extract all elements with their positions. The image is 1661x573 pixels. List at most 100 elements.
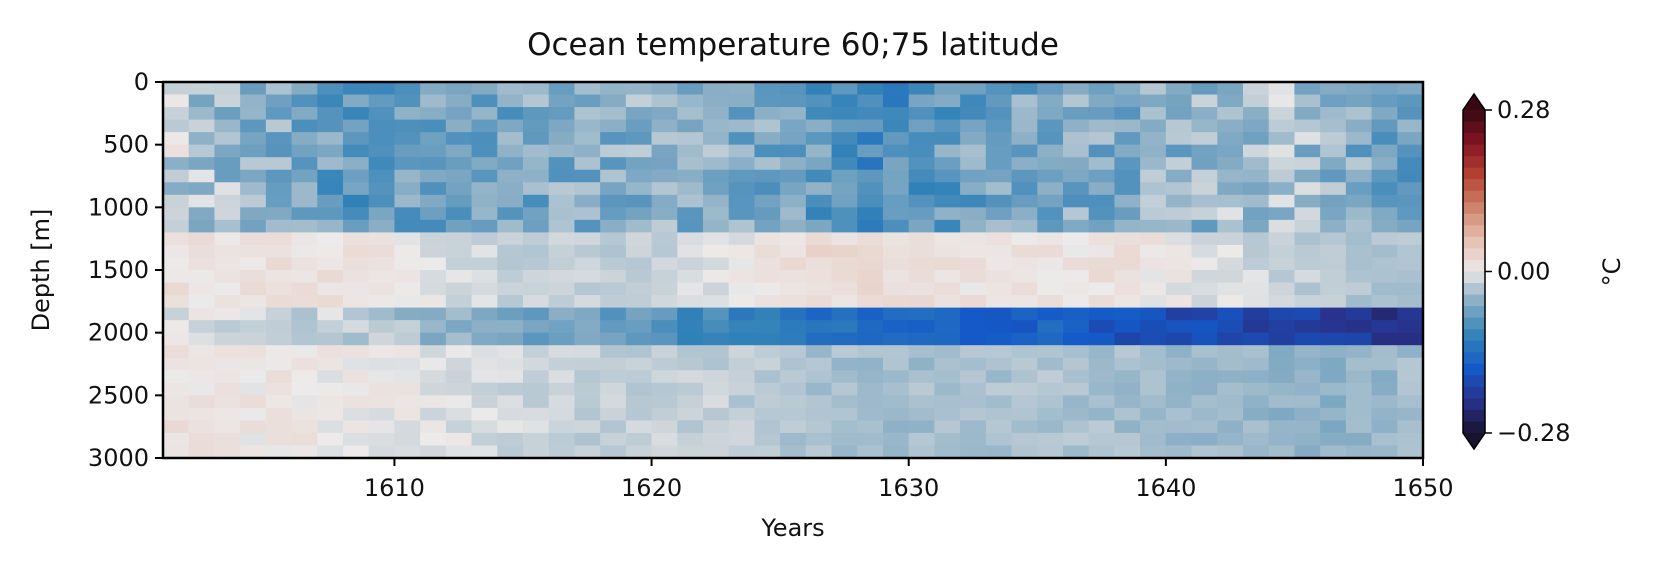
heat-cell [883, 157, 910, 171]
y-tick-label: 1000 [88, 193, 149, 221]
heat-cell [317, 119, 344, 133]
heat-cell [1191, 320, 1218, 334]
heat-cell [728, 357, 756, 371]
heat-cell [883, 132, 910, 146]
heat-cell [857, 345, 884, 359]
colorbar-segment [1463, 121, 1485, 134]
heat-cell [857, 244, 884, 259]
heat-cell [985, 119, 1013, 133]
heat-cell [1088, 232, 1116, 246]
heat-cell [1243, 219, 1270, 233]
heat-cell [1063, 345, 1090, 359]
heat-cell [857, 107, 884, 121]
heat-cell [831, 257, 858, 271]
colorbar-segment [1463, 179, 1485, 192]
heat-cell [471, 182, 498, 196]
heat-cell [394, 82, 421, 96]
heat-cell [343, 157, 370, 171]
heat-cell [163, 132, 190, 146]
heat-cell [548, 257, 576, 271]
colorbar-segment [1463, 340, 1485, 353]
heat-cell [883, 219, 910, 233]
heat-cell [625, 194, 653, 208]
heat-cell [548, 370, 576, 384]
colorbar-tick-label: 0.00 [1497, 258, 1550, 286]
heat-cell [600, 332, 627, 346]
heat-cell [1063, 357, 1090, 371]
heat-cell [368, 270, 396, 284]
heat-cell [188, 157, 216, 171]
heat-cell [1217, 244, 1244, 259]
heat-cell [1011, 194, 1038, 208]
heat-cell [265, 270, 293, 284]
heat-cell [960, 169, 987, 183]
heat-cell [214, 320, 241, 334]
heat-cell [214, 94, 241, 108]
heat-cell [163, 169, 190, 183]
heat-cell [445, 107, 473, 121]
heat-cell [265, 157, 293, 171]
heat-cell [754, 270, 781, 284]
heat-cell [1268, 82, 1296, 96]
heat-cell [728, 232, 756, 246]
heat-cell [883, 432, 910, 447]
heat-cell [960, 107, 987, 121]
heat-cell [728, 82, 756, 96]
heat-cell [703, 420, 730, 434]
heat-cell [1397, 144, 1424, 158]
heat-cell [548, 320, 576, 334]
heat-cell [985, 182, 1013, 196]
heat-cell [574, 345, 601, 359]
heat-cell [574, 82, 601, 96]
heat-cell [1140, 307, 1167, 321]
heat-cell [1243, 132, 1270, 146]
heat-cell [1165, 82, 1193, 96]
heat-cell [574, 169, 601, 183]
heat-cell [1088, 407, 1116, 421]
heat-cell [1114, 207, 1141, 221]
heat-cell [1243, 307, 1270, 321]
heat-cell [1371, 132, 1398, 146]
heat-cell [780, 257, 807, 271]
heat-cell [651, 219, 678, 233]
heat-cell [677, 395, 704, 409]
heat-cell [188, 420, 216, 434]
heat-cell [857, 445, 884, 459]
heat-cell [805, 407, 833, 421]
heat-cell [805, 194, 833, 208]
heat-cell [1011, 407, 1038, 421]
heat-cell [497, 345, 524, 359]
heat-cell [574, 382, 601, 396]
heat-cell [883, 370, 910, 384]
heat-cell [883, 345, 910, 359]
heat-cell [1243, 432, 1270, 447]
heat-cell [703, 132, 730, 146]
heat-cell [831, 282, 858, 296]
heat-cell [703, 232, 730, 246]
heat-cell [291, 194, 318, 208]
heat-cell [523, 119, 550, 133]
heat-cell [368, 357, 396, 371]
heat-cell [1088, 107, 1116, 121]
colorbar-segment [1463, 409, 1485, 422]
heat-cell [188, 370, 216, 384]
heat-cell [1397, 169, 1424, 183]
heat-cell [1345, 132, 1373, 146]
heat-cell [1063, 407, 1090, 421]
heat-cell [934, 132, 961, 146]
heat-cell [1037, 157, 1064, 171]
heat-cell [523, 382, 550, 396]
heat-cell [728, 295, 756, 309]
heat-cell [1063, 169, 1090, 183]
heat-cell [1191, 169, 1218, 183]
heat-cell [780, 169, 807, 183]
y-tick-label: 1500 [88, 256, 149, 284]
heat-cell [1165, 432, 1193, 447]
heat-cell [265, 432, 293, 447]
heat-cell [1088, 432, 1116, 447]
heat-cell [728, 182, 756, 196]
heat-cell [291, 157, 318, 171]
heat-cell [548, 144, 576, 158]
heat-cell [1320, 332, 1347, 346]
heat-cell [780, 332, 807, 346]
